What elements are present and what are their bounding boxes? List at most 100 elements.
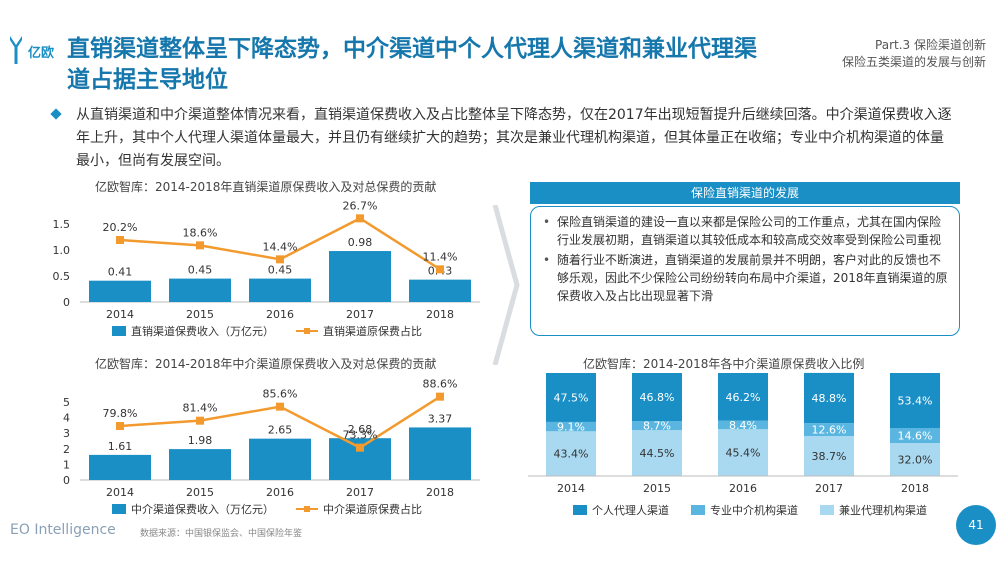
legend-line-swatch bbox=[296, 504, 318, 514]
segment-value-label: 14.6% bbox=[898, 430, 933, 443]
bar bbox=[89, 454, 151, 480]
line-value-label: 79.8% bbox=[103, 407, 138, 420]
segment-value-label: 46.2% bbox=[726, 391, 761, 404]
x-tick-label: 2017 bbox=[346, 486, 374, 498]
line-point bbox=[196, 241, 204, 250]
line-value-label: 73.3% bbox=[343, 429, 378, 442]
y-tick-label: 0 bbox=[63, 474, 70, 487]
part-line-1: Part.3 保险渠道创新 bbox=[875, 38, 986, 52]
line-point bbox=[276, 402, 284, 411]
bar bbox=[329, 251, 391, 302]
line-value-label: 85.6% bbox=[263, 388, 298, 401]
brand-footer: EO Intelligence bbox=[10, 522, 116, 538]
segment-value-label: 43.4% bbox=[554, 448, 589, 461]
x-tick-label: 2016 bbox=[266, 308, 294, 320]
legend-item-professional: 专业中介机构渠道 bbox=[691, 502, 798, 518]
stacked-bar-segment bbox=[804, 423, 854, 437]
bar bbox=[249, 438, 311, 480]
bar-value-label: 0.45 bbox=[268, 264, 293, 277]
line-point bbox=[436, 392, 444, 401]
logo-y-icon bbox=[10, 36, 22, 64]
bar-value-label: 0.41 bbox=[108, 266, 133, 279]
direct-sales-box: 保险直销渠道的建设一直以来都是保险公司的工作重点，尤其在国内保险行业发展初期，直… bbox=[530, 206, 960, 336]
x-tick-label: 2017 bbox=[815, 482, 843, 495]
section-label: Part.3 保险渠道创新 保险五类渠道的发展与创新 bbox=[842, 37, 986, 71]
segment-value-label: 53.4% bbox=[898, 395, 933, 408]
bar-value-label: 2.68 bbox=[348, 423, 373, 436]
segment-value-label: 38.7% bbox=[812, 450, 847, 463]
segment-value-label: 8.4% bbox=[729, 419, 757, 432]
x-tick-label: 2017 bbox=[346, 308, 374, 320]
segment-value-label: 46.8% bbox=[640, 391, 675, 404]
chart2-legend: 中介渠道保费收入（万亿元） 中介渠道原保费占比 bbox=[112, 501, 444, 517]
line-value-label: 88.6% bbox=[423, 378, 458, 391]
stacked-bar-segment bbox=[890, 373, 940, 429]
x-tick-label: 2014 bbox=[106, 486, 134, 498]
stacked-bar-segment bbox=[632, 430, 682, 476]
legend-item-bar: 直销渠道保费收入（万亿元） bbox=[112, 323, 274, 339]
legend-item-concurrent: 兼业代理机构渠道 bbox=[820, 502, 927, 518]
bar bbox=[249, 278, 311, 302]
stacked-bar-segment bbox=[546, 431, 596, 476]
segment-value-label: 8.7% bbox=[643, 420, 671, 433]
stacked-bar-segment bbox=[804, 372, 854, 424]
segment-value-label: 32.0% bbox=[898, 454, 933, 467]
x-tick-label: 2016 bbox=[729, 482, 757, 495]
legend-item-bar: 中介渠道保费收入（万亿元） bbox=[112, 501, 274, 517]
y-tick-label: 1.5 bbox=[53, 218, 71, 231]
x-tick-label: 2015 bbox=[186, 308, 214, 320]
y-tick-label: 2 bbox=[63, 443, 70, 456]
chart1-legend: 直销渠道保费收入（万亿元） 直销渠道原保费占比 bbox=[112, 323, 444, 339]
x-tick-label: 2016 bbox=[266, 486, 294, 498]
chart1-title: 亿欧智库：2014-2018年直销渠道原保费收入及对总保费的贡献 bbox=[95, 180, 437, 194]
segment-value-label: 48.8% bbox=[812, 392, 847, 405]
legend-swatch bbox=[691, 505, 705, 515]
legend-swatch bbox=[573, 505, 587, 515]
line-point bbox=[116, 422, 124, 430]
chart-intermediary: 0 1 2 3 4 5 1.61 2014 1.98 2015 2.65 2016 2.68 2017 3.… bbox=[63, 378, 480, 498]
summary-paragraph: 从直销渠道和中介渠道整体情况来看，直销渠道保费收入及占比整体呈下降态势，仅在20… bbox=[76, 107, 952, 169]
stacked-bar-segment bbox=[632, 421, 682, 431]
legend-bar-swatch bbox=[112, 326, 126, 336]
segment-value-label: 12.6% bbox=[812, 424, 847, 437]
box-bullet-2: 随着行业不断演进，直销渠道的发展前景并不明朗，客户对此的反馈也不够乐观，因此不少… bbox=[543, 251, 949, 305]
legend-swatch bbox=[820, 505, 834, 515]
line-point bbox=[356, 214, 364, 223]
x-tick-label: 2014 bbox=[106, 308, 134, 320]
bar bbox=[89, 280, 151, 302]
y-tick-label: 0 bbox=[63, 296, 70, 309]
direct-sales-box-header: 保险直销渠道的发展 bbox=[530, 182, 960, 204]
diamond-bullet-icon bbox=[50, 108, 62, 120]
bar-value-label: 3.37 bbox=[428, 412, 453, 425]
stacked-bar-segment bbox=[718, 373, 768, 421]
legend-label: 直销渠道原保费占比 bbox=[323, 325, 422, 338]
y-tick-label: 5 bbox=[63, 396, 70, 409]
stacked-bar-segment bbox=[546, 421, 596, 432]
x-tick-label: 2018 bbox=[426, 486, 454, 498]
bar bbox=[169, 449, 231, 480]
bar bbox=[409, 427, 471, 480]
segment-value-label: 44.5% bbox=[640, 447, 675, 460]
chart3-title: 亿欧智库：2014-2018年各中介渠道原保费收入比例 bbox=[583, 357, 865, 371]
legend-bar-swatch bbox=[112, 504, 126, 514]
legend-item-line: 直销渠道原保费占比 bbox=[296, 323, 422, 339]
bar-value-label: 2.65 bbox=[268, 424, 293, 437]
legend-label: 直销渠道保费收入（万亿元） bbox=[131, 325, 274, 338]
stacked-bar-segment bbox=[804, 436, 854, 476]
data-source: 数据来源：中国银保监会、中国保险年鉴 bbox=[140, 529, 303, 539]
x-tick-label: 2015 bbox=[643, 482, 671, 495]
y-tick-label: 4 bbox=[63, 412, 70, 425]
stacked-bar-segment bbox=[890, 428, 940, 444]
segment-value-label: 45.4% bbox=[726, 447, 761, 460]
line-value-label: 11.4% bbox=[423, 250, 458, 263]
page-title: 直销渠道整体呈下降态势，中介渠道中个人代理人渠道和兼业代理渠道占据主导地位 bbox=[67, 36, 757, 93]
x-tick-label: 2014 bbox=[557, 482, 585, 495]
stacked-bar-segment bbox=[890, 443, 940, 476]
page-number: 41 bbox=[956, 505, 996, 545]
legend-label: 中介渠道保费收入（万亿元） bbox=[131, 503, 274, 516]
segment-value-label: 9.1% bbox=[557, 421, 585, 434]
bar bbox=[409, 279, 471, 302]
x-tick-label: 2018 bbox=[901, 482, 929, 495]
line-value-label: 18.6% bbox=[183, 226, 218, 239]
part-line-2: 保险五类渠道的发展与创新 bbox=[841, 55, 986, 69]
